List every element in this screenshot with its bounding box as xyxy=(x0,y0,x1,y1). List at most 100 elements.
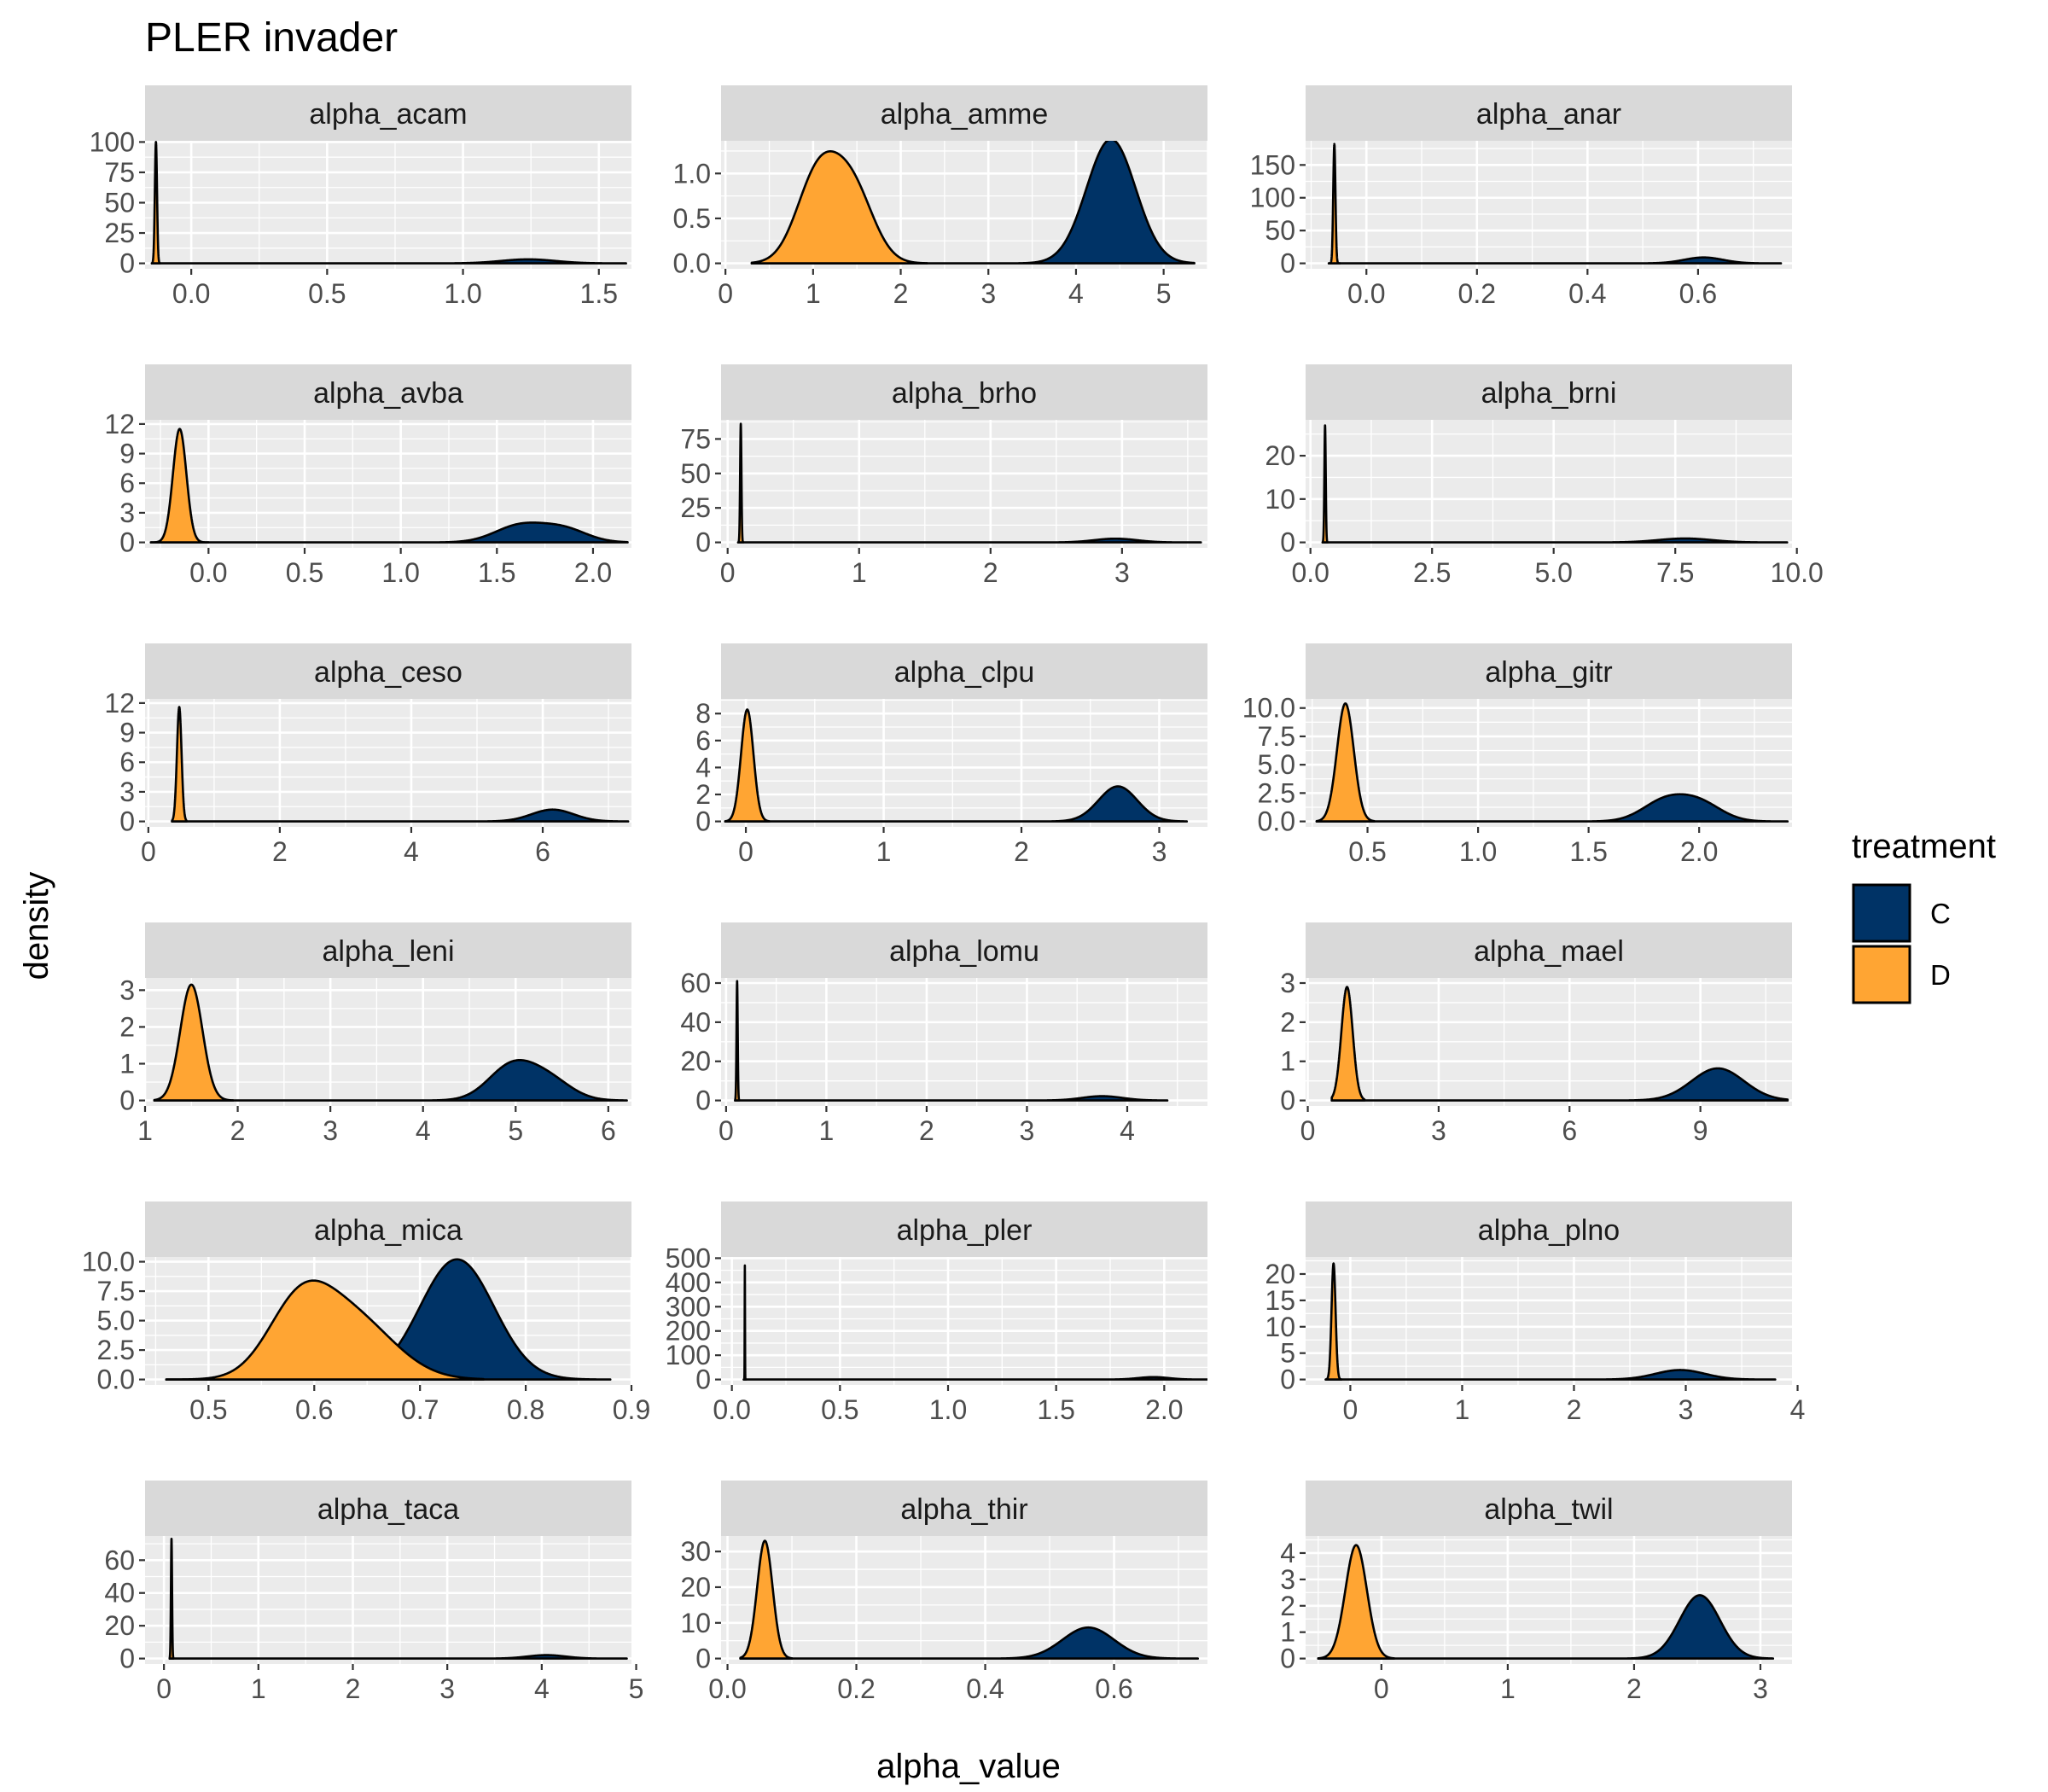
y-tick-label: 5.0 xyxy=(1258,749,1295,780)
y-tick-label: 10 xyxy=(680,1608,711,1638)
y-tick-label: 20 xyxy=(104,1610,135,1641)
x-tick-label: 1.0 xyxy=(444,278,481,309)
panel-background xyxy=(1306,1257,1792,1385)
legend-label-d: D xyxy=(1930,959,1951,991)
x-tick-label: 1.0 xyxy=(1459,836,1497,867)
facet-alpha-mael: alpha_mael 0 1 2 3 0 3 6 9 xyxy=(1280,922,1792,1146)
density-area-d xyxy=(1324,1262,1343,1381)
density-area-c xyxy=(734,1095,1169,1102)
y-tick-label: 0.0 xyxy=(97,1364,135,1395)
density-areas xyxy=(1315,702,1789,823)
strip-background xyxy=(1306,922,1792,978)
x-axis-title: alpha_value xyxy=(876,1748,1061,1785)
x-tick-label: 1 xyxy=(852,557,867,588)
x-tick-label: 2 xyxy=(919,1115,934,1146)
y-tick-label: 0 xyxy=(119,806,135,837)
density-areas xyxy=(149,428,629,544)
x-tick-label: 1.5 xyxy=(1037,1394,1074,1425)
y-tick-label: 1.0 xyxy=(673,158,711,189)
strip-label: alpha_mael xyxy=(1474,935,1624,968)
x-tick-label: 4 xyxy=(1790,1394,1806,1425)
y-tick-label: 0 xyxy=(119,1644,135,1674)
y-tick-label: 60 xyxy=(680,968,711,998)
density-area-d xyxy=(724,708,771,823)
x-tick-label: 0.2 xyxy=(1458,278,1496,309)
strip-background xyxy=(721,1481,1207,1536)
x-tick-label: 0.5 xyxy=(189,1394,227,1425)
y-tick-label: 0.0 xyxy=(673,248,711,279)
y-tick-label: 10 xyxy=(1265,1312,1295,1342)
y-tick-label: 12 xyxy=(104,688,135,719)
strip-label: alpha_acam xyxy=(309,98,467,131)
x-tick-label: 3 xyxy=(323,1115,338,1146)
x-tick-label: 1.5 xyxy=(478,557,515,588)
density-areas xyxy=(1330,986,1789,1102)
density-area-d xyxy=(1321,424,1329,544)
y-tick-label: 2 xyxy=(1280,1591,1295,1621)
density-area-c xyxy=(149,521,629,544)
density-area-d xyxy=(165,1279,485,1381)
density-areas xyxy=(736,422,1202,544)
y-tick-label: 0.5 xyxy=(673,203,711,234)
density-area-c xyxy=(736,537,1202,544)
x-tick-label: 0.8 xyxy=(507,1394,544,1425)
panel-background xyxy=(1306,420,1792,548)
panel-background xyxy=(721,1257,1207,1385)
x-tick-label: 3 xyxy=(1114,557,1130,588)
x-tick-label: 0 xyxy=(1374,1673,1389,1704)
legend: treatment C D xyxy=(1852,828,1996,1004)
y-tick-label: 0 xyxy=(1280,1085,1295,1116)
panel-background xyxy=(721,1536,1207,1664)
density-area-d xyxy=(1330,986,1366,1102)
y-tick-label: 100 xyxy=(90,126,135,157)
strip-background xyxy=(1306,1481,1792,1536)
density-area-d xyxy=(149,428,210,544)
density-areas xyxy=(739,1539,1199,1660)
x-tick-label: 1 xyxy=(806,278,821,309)
density-areas xyxy=(1321,424,1789,544)
strip-label: alpha_thir xyxy=(900,1493,1027,1526)
y-tick-label: 0 xyxy=(1280,527,1295,558)
density-area-c xyxy=(1321,537,1789,544)
y-tick-label: 3 xyxy=(119,975,135,1005)
density-area-c xyxy=(1327,256,1783,265)
y-tick-label: 150 xyxy=(1250,149,1295,180)
y-tick-label: 60 xyxy=(104,1545,135,1575)
panel-background xyxy=(145,1536,631,1664)
x-tick-label: 4 xyxy=(404,836,419,867)
facet-alpha-mica: alpha_mica 0.02.55.07.510.0 0.5 0.6 0.7 0.8 0.… xyxy=(82,1201,650,1425)
x-tick-label: 1.5 xyxy=(1569,836,1607,867)
strip-background xyxy=(721,1201,1207,1257)
x-tick-label: 2.0 xyxy=(1145,1394,1183,1425)
density-area-c xyxy=(150,258,627,265)
y-tick-label: 8 xyxy=(695,698,711,729)
y-tick-label: 9 xyxy=(119,439,135,469)
x-tick-label: 5 xyxy=(508,1115,523,1146)
y-tick-label: 300 xyxy=(666,1291,711,1322)
y-tick-label: 20 xyxy=(680,1572,711,1603)
y-tick-label: 2.5 xyxy=(1258,777,1295,808)
density-area-c xyxy=(168,1654,628,1660)
x-tick-label: 0 xyxy=(718,278,733,309)
density-areas xyxy=(1324,1262,1777,1381)
x-tick-label: 2 xyxy=(1567,1394,1582,1425)
density-area-d xyxy=(150,141,161,265)
strip-background xyxy=(145,922,631,978)
x-tick-label: 2 xyxy=(230,1115,246,1146)
x-tick-label: 2.0 xyxy=(1680,836,1718,867)
y-tick-label: 9 xyxy=(119,718,135,748)
y-tick-label: 10.0 xyxy=(82,1247,135,1277)
strip-background xyxy=(721,643,1207,699)
x-tick-label: 9 xyxy=(1693,1115,1708,1146)
y-tick-label: 6 xyxy=(695,725,711,756)
x-tick-label: 0.6 xyxy=(295,1394,333,1425)
x-tick-label: 0.0 xyxy=(708,1673,746,1704)
y-tick-label: 20 xyxy=(1265,1259,1295,1289)
x-tick-label: 1 xyxy=(876,836,892,867)
x-tick-label: 0 xyxy=(1343,1394,1359,1425)
